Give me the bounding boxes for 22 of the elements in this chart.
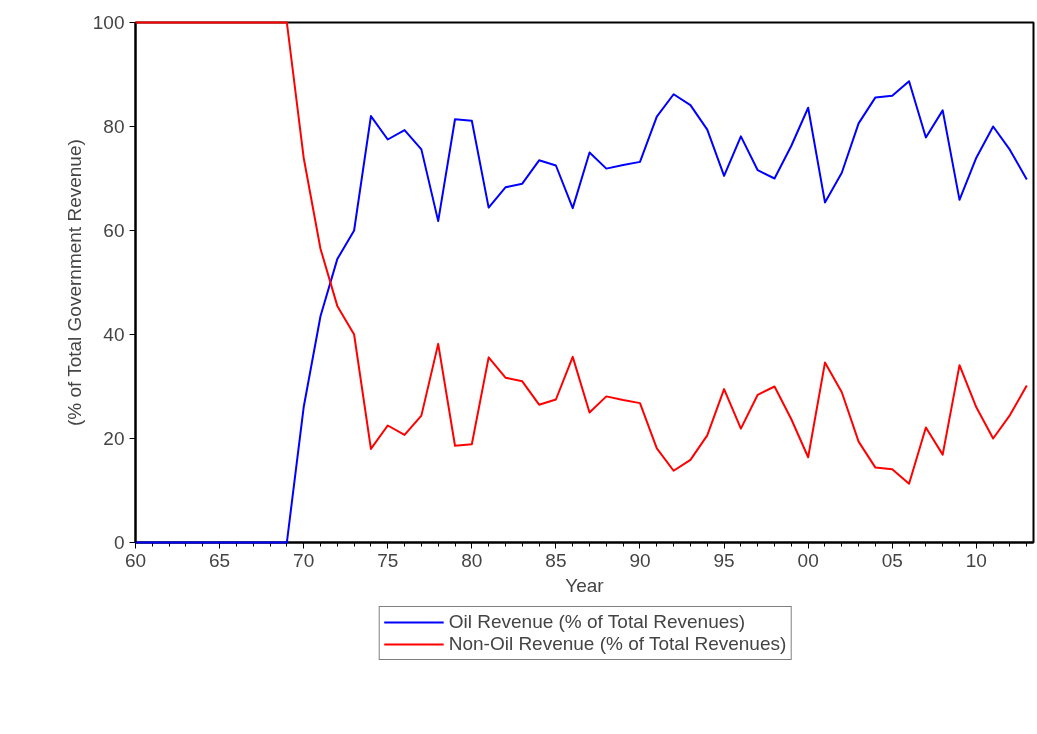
y-tick-label: 0 [113,532,125,553]
line-series [134,21,1028,485]
y-tick-label: 80 [103,116,125,137]
legend-label: Oil Revenue (% of Total Revenues) [448,611,746,633]
x-tick-label: 60 [124,549,147,571]
x-tick-label: 70 [293,549,315,571]
x-tick-label: 80 [461,549,483,571]
y-tick-label: 20 [103,428,125,449]
x-tick-label: 65 [209,549,231,571]
legend-label: Non-Oil Revenue (% of Total Revenues) [448,633,787,655]
x-tick-label: 90 [629,549,651,571]
x-tick-label: 95 [713,549,735,571]
x-tick-label: 00 [797,549,819,571]
x-tick-label: 85 [545,549,567,571]
y-axis-title: (% of Total Government Revenue) [63,139,85,427]
x-tick-label: 75 [377,549,399,571]
y-tick-label: 100 [92,12,125,33]
x-tick-label: 05 [881,549,903,571]
x-axis-title: Year [565,574,605,596]
y-tick-label: 60 [103,220,125,241]
y-tick-label: 40 [103,324,125,345]
x-tick-label: 10 [965,549,987,571]
